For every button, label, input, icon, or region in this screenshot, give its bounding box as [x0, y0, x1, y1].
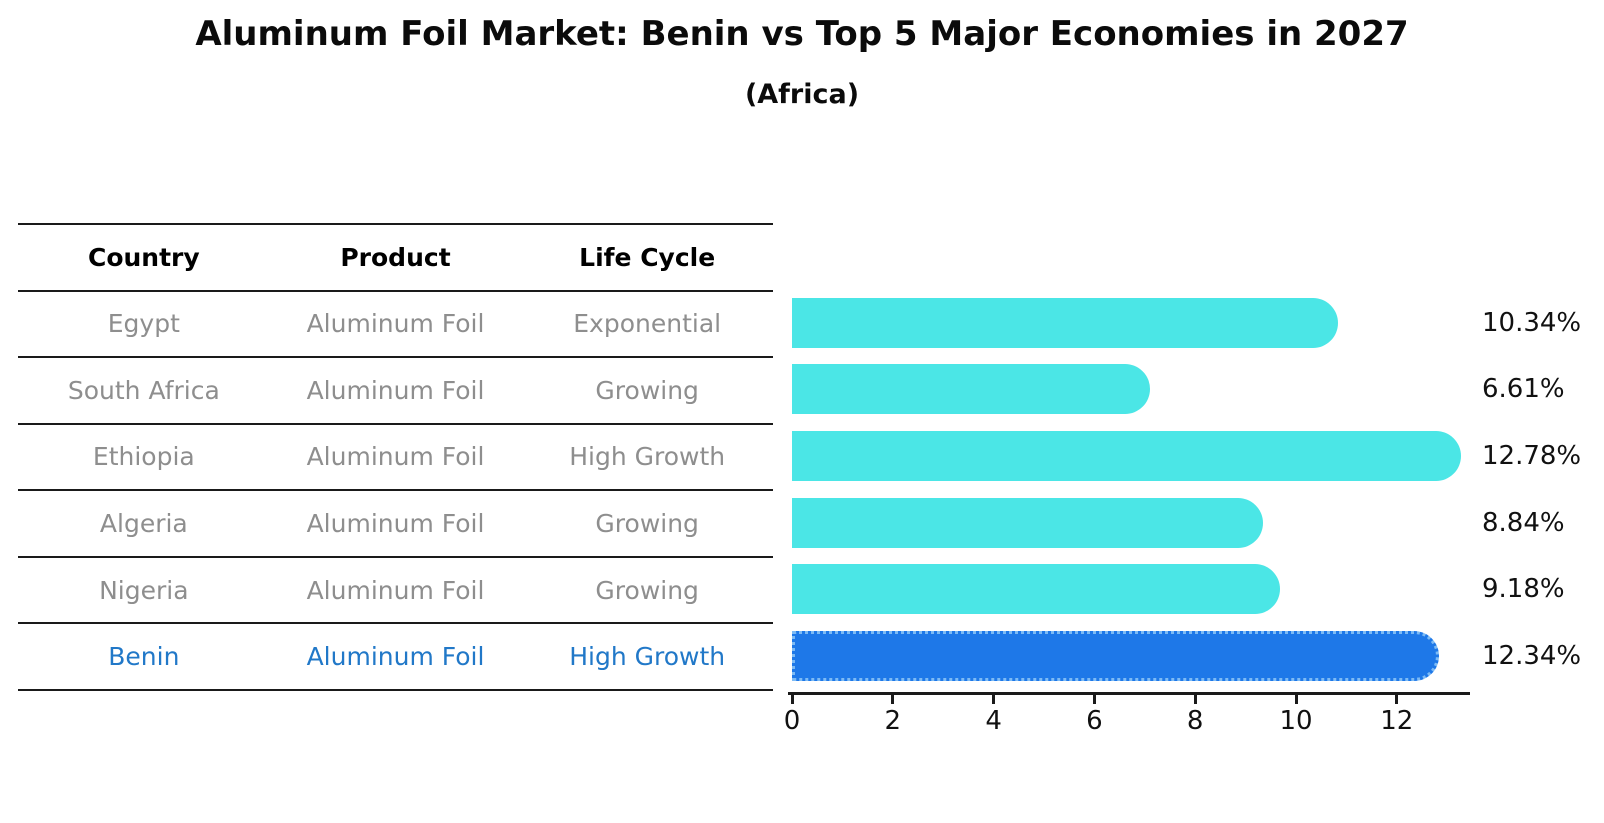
x-axis-tick-label: 12 — [1380, 706, 1414, 736]
chart-title: Aluminum Foil Market: Benin vs Top 5 Maj… — [195, 14, 1409, 54]
table-row-south-africa: South Africa Aluminum Foil Growing — [18, 358, 773, 425]
x-axis-tick-label: 4 — [985, 706, 1002, 736]
cell-country: Nigeria — [99, 575, 189, 605]
cell-product: Aluminum Foil — [306, 309, 485, 339]
x-axis-tick-label: 10 — [1279, 706, 1313, 736]
table-row-ethiopia: Ethiopia Aluminum Foil High Growth — [18, 425, 773, 492]
bar-value-label: 8.84% — [1482, 507, 1565, 538]
cell-country: South Africa — [67, 375, 220, 405]
cell-life-cycle: Growing — [595, 375, 699, 405]
x-axis-tick — [992, 695, 996, 704]
column-header-life-cycle: Life Cycle — [579, 242, 716, 272]
cell-product: Aluminum Foil — [306, 575, 485, 605]
country-table: Country Product Life Cycle Egypt Aluminu… — [18, 223, 773, 692]
cell-life-cycle: High Growth — [569, 442, 726, 472]
cell-life-cycle: Exponential — [573, 309, 722, 339]
x-axis-tick — [1294, 695, 1298, 704]
x-axis-tick-label: 6 — [1086, 706, 1103, 736]
bar-benin — [792, 630, 1439, 681]
column-header-country: Country — [87, 242, 200, 272]
cell-life-cycle: High Growth — [569, 642, 726, 672]
bar-south-africa — [792, 364, 1151, 415]
cell-product: Aluminum Foil — [306, 375, 485, 405]
cell-country: Ethiopia — [92, 442, 195, 472]
bar-value-label: 12.78% — [1482, 441, 1582, 471]
bar-value-label: 6.61% — [1482, 374, 1565, 405]
cell-product: Aluminum Foil — [306, 442, 485, 472]
table-row-benin: Benin Aluminum Foil High Growth — [18, 624, 773, 692]
x-axis-tick-label: 0 — [783, 706, 801, 736]
table-row-algeria: Algeria Aluminum Foil Growing — [18, 491, 773, 558]
bar-value-label: 10.34% — [1482, 307, 1582, 338]
cell-life-cycle: Growing — [595, 509, 699, 539]
bar-egypt — [792, 297, 1339, 348]
x-axis-tick-label: 2 — [884, 706, 902, 736]
table-header-row: Country Product Life Cycle — [18, 225, 773, 292]
x-axis-tick — [1193, 695, 1197, 704]
x-axis-tick — [1395, 695, 1399, 704]
cell-product: Aluminum Foil — [306, 642, 485, 672]
bar-value-label: 9.18% — [1482, 574, 1565, 605]
cell-product: Aluminum Foil — [306, 509, 485, 539]
cell-country: Egypt — [107, 309, 180, 339]
x-axis-line — [788, 692, 1470, 695]
x-axis-tick — [1092, 695, 1096, 704]
table-row-nigeria: Nigeria Aluminum Foil Growing — [18, 558, 773, 625]
bar-ethiopia — [792, 431, 1462, 481]
cell-country: Benin — [108, 642, 180, 672]
chart-subtitle: (Africa) — [744, 79, 860, 110]
x-axis-tick — [790, 695, 794, 704]
table-row-egypt: Egypt Aluminum Foil Exponential — [18, 292, 773, 359]
cell-life-cycle: Growing — [595, 575, 699, 605]
x-axis-tick-label: 8 — [1186, 706, 1204, 736]
bar-algeria — [792, 497, 1263, 548]
bar-value-label: 12.34% — [1482, 640, 1582, 671]
cell-country: Algeria — [99, 509, 188, 539]
x-axis-tick — [891, 695, 895, 704]
bar-nigeria — [792, 564, 1280, 615]
column-header-product: Product — [340, 242, 451, 272]
